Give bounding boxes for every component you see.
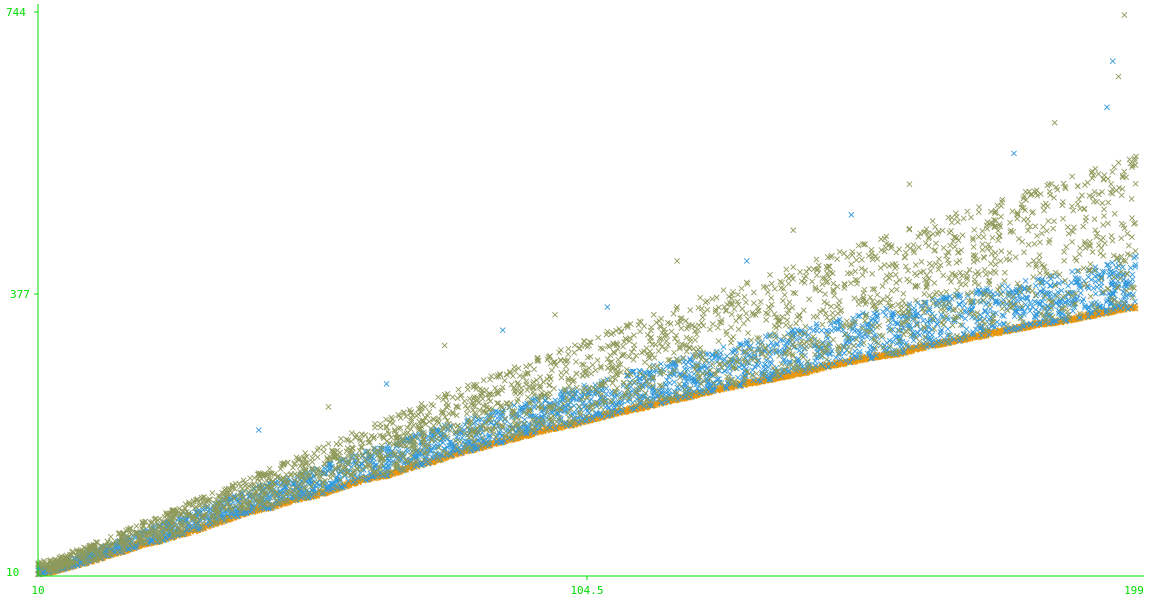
data-point <box>721 367 728 374</box>
data-point <box>684 366 691 373</box>
data-point <box>1003 305 1010 312</box>
data-point <box>858 336 865 343</box>
data-point <box>852 348 858 355</box>
data-point <box>1129 271 1136 278</box>
data-point <box>1092 290 1099 297</box>
data-points <box>35 12 1139 578</box>
data-point <box>871 310 878 317</box>
data-point <box>1022 278 1029 284</box>
data-point <box>1033 306 1039 313</box>
data-point <box>1043 279 1050 286</box>
data-point <box>666 387 673 394</box>
data-point <box>1127 264 1134 271</box>
data-point <box>1032 282 1039 289</box>
data-point <box>1077 290 1084 296</box>
data-point <box>814 327 820 334</box>
data-point <box>894 320 901 327</box>
data-point <box>973 291 980 297</box>
data-point <box>708 357 715 364</box>
data-point <box>671 379 678 386</box>
data-point <box>1069 268 1076 275</box>
data-point <box>720 344 727 350</box>
data-point <box>996 321 1003 328</box>
data-point <box>1068 279 1075 286</box>
data-point <box>588 396 595 403</box>
data-point <box>1097 283 1104 290</box>
data-point <box>1005 283 1011 290</box>
